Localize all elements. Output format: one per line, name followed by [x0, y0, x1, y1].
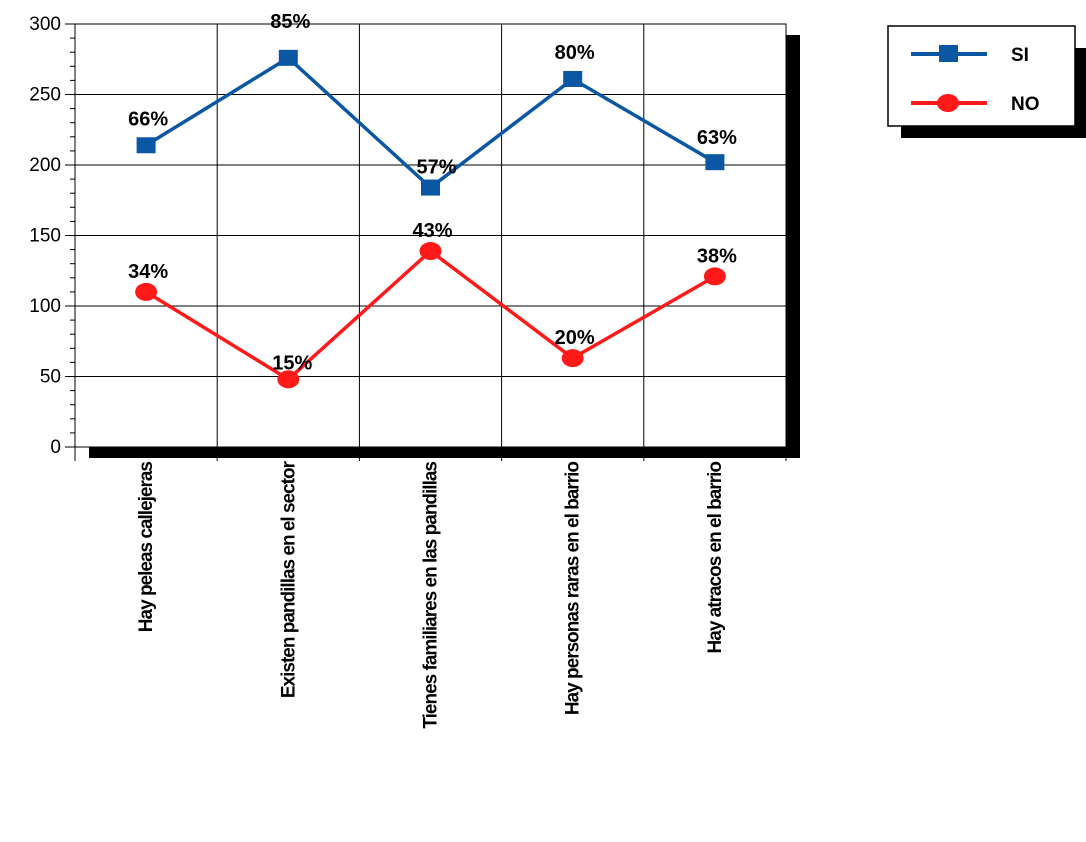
axes [74, 24, 799, 461]
y-tick-label: 100 [29, 296, 61, 317]
data-point-circle [135, 282, 158, 301]
data-point-square [563, 70, 583, 87]
y-tick-label: 50 [40, 367, 61, 388]
data-label: 34% [128, 261, 168, 283]
series-group: 66% 85% 57% 80% 63% 34% 15% 43% 20% 38% [128, 11, 737, 389]
data-point-circle [277, 370, 300, 389]
legend-marker-si [939, 45, 958, 62]
y-tick-label: 250 [29, 85, 61, 106]
data-label: 66% [128, 108, 168, 130]
data-label: 15% [272, 352, 312, 374]
y-tick-label: 300 [29, 14, 61, 35]
series-no: 34% 15% 43% 20% 38% [128, 220, 737, 389]
x-category-label: Hay peleas callejeras [136, 462, 157, 633]
y-tick-label: 0 [50, 437, 61, 458]
data-point-circle [703, 267, 726, 286]
data-point-circle [561, 349, 584, 368]
legend-box [887, 25, 1076, 127]
series-si: 66% 85% 57% 80% 63% [128, 11, 737, 196]
x-category-label: Tienes familiares en las pandillas [421, 462, 442, 729]
data-label: 63% [697, 127, 737, 149]
y-tick-label: 200 [29, 155, 61, 176]
legend-label-no: NO [1011, 94, 1040, 115]
y-tick-label: 150 [29, 226, 61, 247]
data-label: 57% [416, 157, 456, 179]
data-point-square [705, 154, 725, 171]
legend-marker-no [937, 94, 959, 112]
x-category-label: Hay personas raras en el barrio [563, 462, 584, 715]
data-label: 85% [270, 11, 310, 33]
data-point-square [136, 137, 156, 154]
gridlines [75, 23, 786, 447]
data-label: 80% [555, 42, 595, 64]
data-label: 20% [555, 327, 595, 349]
x-category-label: Hay atracos en el barrio [705, 462, 726, 654]
x-category-label: Existen pandillas en el sector [278, 460, 299, 698]
data-label: 43% [412, 220, 452, 242]
legend: SI NO [887, 25, 1086, 138]
legend-label-si: SI [1011, 45, 1029, 66]
data-label: 38% [697, 245, 737, 267]
data-point-circle [419, 242, 442, 261]
data-point-square [421, 179, 440, 196]
data-point-square [278, 49, 298, 66]
x-axis-labels: Hay peleas callejeras Existen pandillas e… [136, 460, 726, 728]
y-axis-ticks: 0 50 100 150 200 250 300 [29, 14, 75, 458]
